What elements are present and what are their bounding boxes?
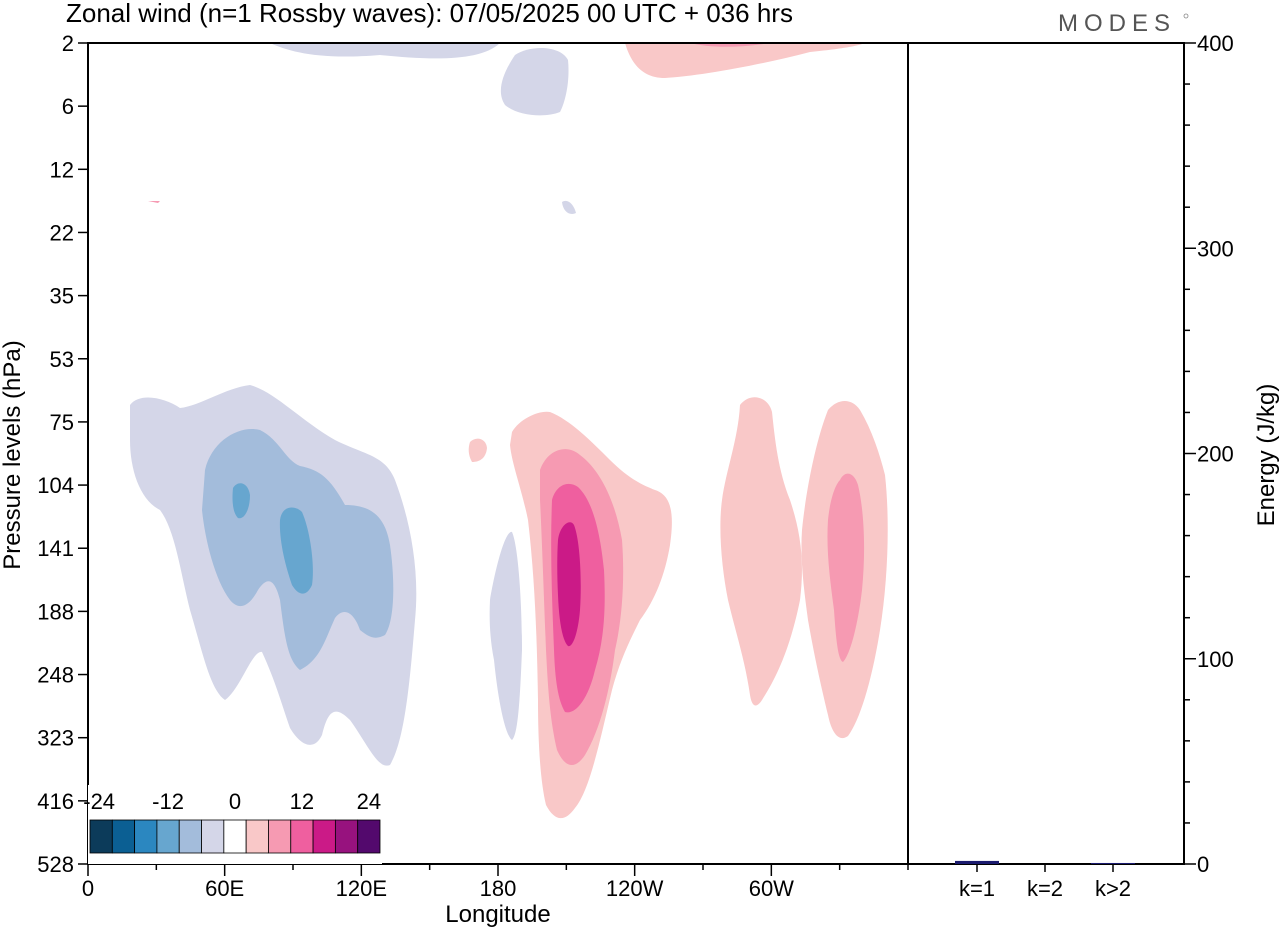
y-tick-label: 2 (62, 31, 74, 56)
energy-panel-frame (907, 42, 1185, 865)
colorbar-swatch (223, 819, 247, 854)
contour-pos-right-1 (720, 397, 802, 706)
y-tick-label: 22 (50, 220, 74, 245)
contour-pos-right-2-inner (827, 473, 865, 662)
y-tick-label: 416 (37, 789, 74, 814)
colorbar-swatch (334, 819, 359, 854)
colorbar-swatch (111, 819, 136, 854)
energy-tick-label: 200 (1197, 442, 1234, 467)
contour-neg-top-2 (500, 48, 569, 116)
y-tick-label: 6 (62, 94, 74, 119)
contour-neg-top (270, 43, 500, 59)
energy-tick-label: 300 (1197, 236, 1234, 261)
contour-field (130, 43, 888, 819)
x-tick-label: 0 (82, 876, 94, 901)
x-tick-label: 60W (749, 876, 794, 901)
contour-pos-small (148, 201, 160, 203)
colorbar-swatch (89, 819, 113, 854)
colorbar-swatch (290, 819, 314, 854)
energy-category-label: k>2 (1095, 876, 1131, 901)
colorbar-swatch (156, 819, 180, 854)
energy-tick-label: 100 (1197, 647, 1234, 672)
contour-neg-core-2 (279, 507, 313, 594)
energy-tick-label: 0 (1197, 852, 1209, 877)
x-axis-label: Longitude (445, 901, 550, 928)
contour-pos-top (625, 43, 865, 78)
energy-bar (1091, 862, 1135, 864)
y-tick-label: 104 (37, 473, 74, 498)
x-tick-label: 120W (606, 876, 664, 901)
energy-bar (955, 860, 999, 864)
colorbar-label: -12 (152, 789, 184, 814)
colorbar-label: 12 (290, 789, 314, 814)
colorbar-swatch (134, 819, 158, 854)
chart-title: Zonal wind (n=1 Rossby waves): 07/05/202… (66, 0, 793, 28)
y-tick-label: 528 (37, 852, 74, 877)
y-tick-label: 53 (50, 347, 74, 372)
contour-neg-core-1 (232, 483, 250, 519)
y-tick-label: 248 (37, 663, 74, 688)
colorbar: -24 -12 0 12 24 (83, 785, 382, 864)
colorbar-label: 0 (229, 789, 241, 814)
y-tick-label: 12 (50, 157, 74, 182)
contour-neg-small (562, 200, 576, 214)
colorbar-swatch (178, 819, 202, 854)
brand-logo: MODES (1058, 10, 1176, 37)
x-tick-label: 180 (480, 876, 517, 901)
colorbar-swatch (312, 819, 336, 854)
contour-pos-core (557, 522, 581, 647)
x-axis: 0 60E 120E 180 120W 60W (82, 864, 909, 901)
x-tick-label: 60E (205, 876, 244, 901)
energy-category-label: k=1 (959, 876, 995, 901)
energy-tick-label: 400 (1197, 31, 1234, 56)
energy-category-label: k=2 (1027, 876, 1063, 901)
x-tick-label: 120E (336, 876, 387, 901)
y-tick-label: 75 (50, 410, 74, 435)
colorbar-swatch (268, 819, 292, 854)
y-tick-label: 35 (50, 284, 74, 309)
colorbar-swatch (245, 819, 269, 854)
colorbar-label: 24 (357, 789, 381, 814)
y-axis: 2 6 12 22 35 53 75 104 141 188 248 323 416 528 (37, 31, 88, 877)
energy-bars: k=1 k=2 k>2 (955, 860, 1135, 901)
registered-mark (1183, 13, 1189, 19)
y-tick-label: 323 (37, 726, 74, 751)
y-tick-label: 188 (37, 599, 74, 624)
energy-axis: 0 100 200 300 400 (1184, 31, 1234, 877)
colorbar-swatch (201, 819, 225, 854)
contour-pos-small-2 (468, 438, 487, 462)
y-axis-label: Pressure levels (hPa) (0, 340, 26, 569)
energy-axis-label: Energy (J/kg) (1253, 384, 1280, 527)
y-tick-label: 141 (37, 536, 74, 561)
colorbar-swatch (357, 819, 381, 854)
colorbar-label: -24 (83, 789, 115, 814)
contour-neg-thin (489, 531, 522, 740)
